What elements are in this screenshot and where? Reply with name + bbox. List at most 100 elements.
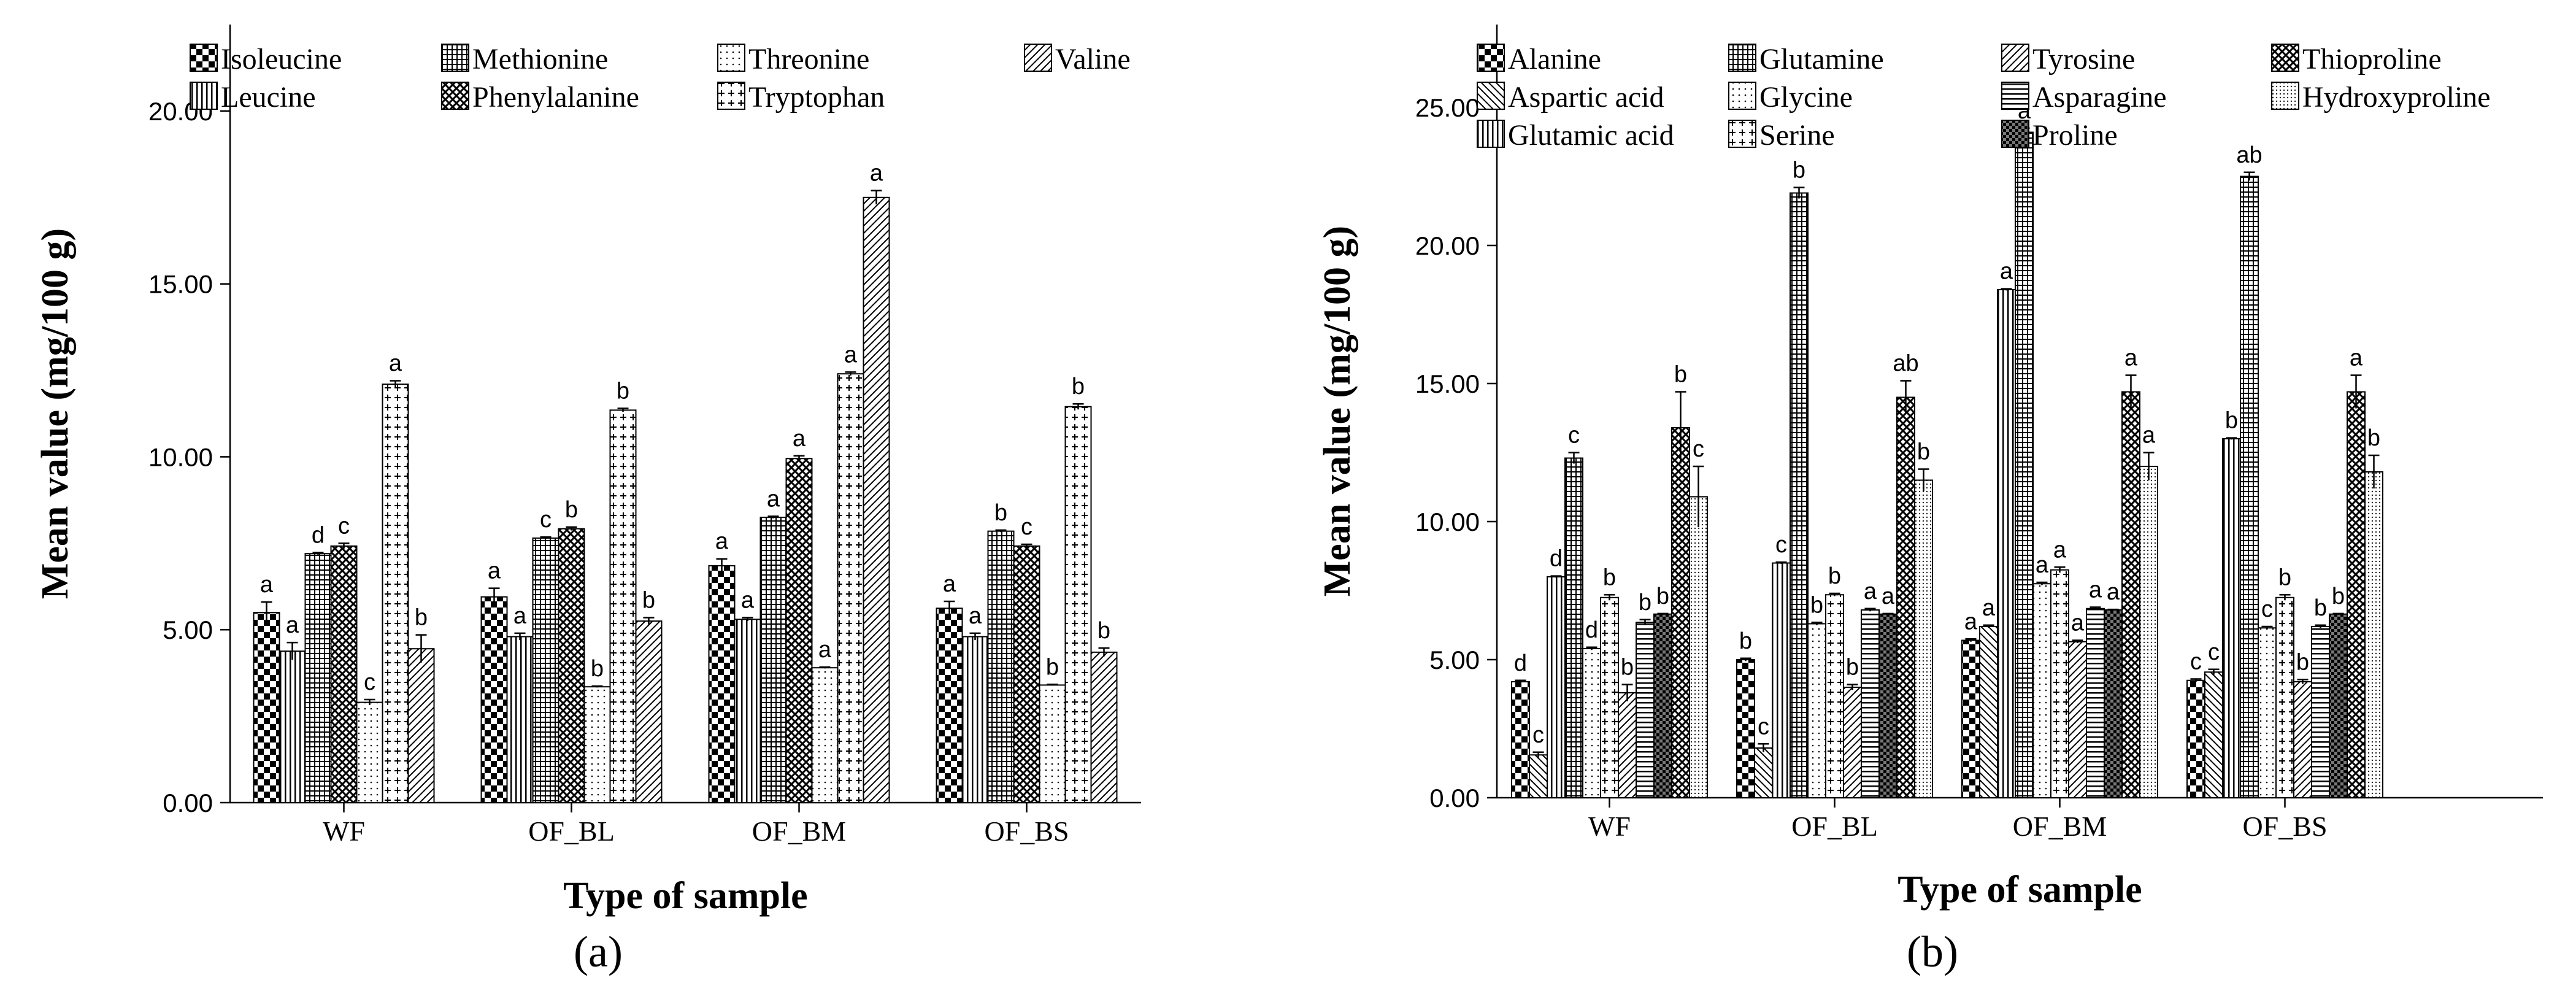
significance-letter: a	[2350, 345, 2363, 371]
panel-b-chart: 0.00 5.00 10.00 15.00 20.00 25.00 Mean value (…	[1317, 25, 2543, 911]
bar-serine	[1825, 594, 1844, 798]
bar-glutamine	[1564, 457, 1583, 798]
significance-letter: b	[2332, 584, 2345, 609]
bar-isoleucine	[480, 596, 508, 803]
bar-tyrosine	[2068, 641, 2087, 798]
significance-letter: b	[2367, 425, 2380, 451]
x-tick-label: OF_BM	[752, 816, 846, 847]
x-tick-label: WF	[323, 816, 365, 847]
y-tick-label: 5.00	[1429, 646, 1480, 674]
significance-letter: b	[1656, 584, 1669, 609]
legend-swatch	[2271, 82, 2299, 110]
bar-glutamic-acid	[2222, 438, 2241, 798]
legend-swatch	[717, 44, 745, 72]
legend-label: Serine	[1759, 119, 1835, 152]
significance-letter: a	[969, 603, 982, 629]
significance-letter: a	[793, 426, 806, 452]
legend-label: Glutamine	[1759, 43, 1884, 75]
significance-letter: c	[1568, 423, 1580, 449]
significance-letter: c	[338, 513, 350, 539]
bar-isoleucine	[708, 565, 736, 803]
bar-valine	[863, 196, 890, 803]
bar-valine	[635, 620, 663, 804]
significance-letter: a	[1964, 609, 1978, 634]
significance-letter: a	[2107, 579, 2120, 605]
legend-swatch	[717, 82, 745, 110]
significance-letter: a	[741, 587, 755, 613]
bar-methionine	[304, 553, 332, 803]
legend-swatch	[2271, 44, 2299, 72]
significance-letter: a	[286, 612, 299, 638]
significance-letter: a	[844, 342, 858, 368]
significance-letter: a	[1882, 584, 1895, 609]
significance-letter: c	[1693, 436, 1704, 462]
x-tick-label: OF_BL	[528, 816, 615, 847]
significance-letter: b	[1603, 565, 1616, 590]
x-axis-label: Type of sample	[563, 875, 807, 917]
bar-thioproline	[1671, 427, 1690, 798]
bar-glutamic-acid	[1997, 289, 2016, 798]
legend-swatch	[190, 82, 218, 110]
bar-isoleucine	[936, 608, 963, 804]
significance-letter: b	[565, 497, 578, 523]
significance-letter: d	[1585, 617, 1598, 643]
significance-letter: b	[1072, 374, 1085, 399]
bar-hydroxyproline	[1689, 496, 1708, 798]
bar-proline	[2104, 609, 2123, 798]
bar-tryptophan	[609, 409, 637, 803]
significance-letter: d	[312, 523, 325, 549]
legend-label: Threonine	[748, 43, 869, 75]
bar-tyrosine	[2293, 681, 2312, 798]
bar-aspartic-acid	[2204, 671, 2223, 798]
significance-letter: b	[2225, 408, 2238, 434]
legend-swatch	[441, 82, 469, 110]
bar-asparagine	[2086, 608, 2105, 798]
bar-glutamic-acid	[1547, 576, 1566, 798]
bar-leucine	[279, 650, 306, 804]
bar-alanine	[2186, 679, 2205, 798]
legend-label: Thioproline	[2302, 43, 2442, 75]
bar-proline	[2329, 613, 2348, 798]
significance-letter: a	[389, 350, 402, 376]
legend-label: Alanine	[1508, 43, 1601, 75]
significance-letter: c	[1532, 722, 1544, 748]
x-tick-label: OF_BS	[2242, 811, 2327, 842]
bar-threonine	[811, 667, 839, 804]
significance-letter: b	[1739, 628, 1752, 654]
bar-asparagine	[2311, 626, 2330, 798]
bar-threonine	[356, 701, 383, 803]
legend-label: Glycine	[1759, 81, 1853, 114]
significance-letter: b	[994, 500, 1007, 526]
y-tick-label: 0.00	[163, 789, 213, 817]
bar-proline	[1878, 613, 1897, 798]
significance-letter: b	[1793, 158, 1805, 183]
significance-letter: b	[1621, 655, 1634, 681]
significance-letter: a	[943, 571, 956, 597]
legend-label: Leucine	[221, 81, 316, 114]
significance-letter: b	[642, 587, 655, 613]
bar-tryptophan	[837, 373, 864, 803]
y-tick-label: 0.00	[1429, 784, 1480, 812]
bar-tryptophan	[382, 384, 409, 803]
legend-swatch	[1477, 44, 1505, 72]
bar-hydroxyproline	[2139, 466, 2158, 798]
significance-letter: b	[591, 656, 604, 682]
significance-letter: b	[1828, 563, 1841, 589]
legend-swatch	[2001, 44, 2029, 72]
x-tick-label: OF_BL	[1791, 811, 1878, 842]
bar-glutamic-acid	[1772, 562, 1791, 798]
y-axis-label: Mean value (mg/100 g)	[34, 228, 76, 599]
significance-letter: a	[260, 572, 274, 598]
significance-letter: a	[1982, 595, 1996, 621]
legend-swatch	[1477, 120, 1505, 148]
bar-phenylalanine	[558, 528, 585, 803]
panel-b-label: (b)	[1907, 927, 1958, 976]
bar-aspartic-acid	[1754, 747, 1773, 798]
bar-serine	[2275, 596, 2294, 798]
bar-valine	[407, 648, 435, 803]
legend-label: Tryptophan	[748, 81, 885, 114]
bar-thioproline	[2121, 391, 2140, 798]
significance-letter: a	[2053, 537, 2067, 563]
bar-serine	[2050, 569, 2069, 798]
y-tick-label: 15.00	[148, 270, 213, 299]
